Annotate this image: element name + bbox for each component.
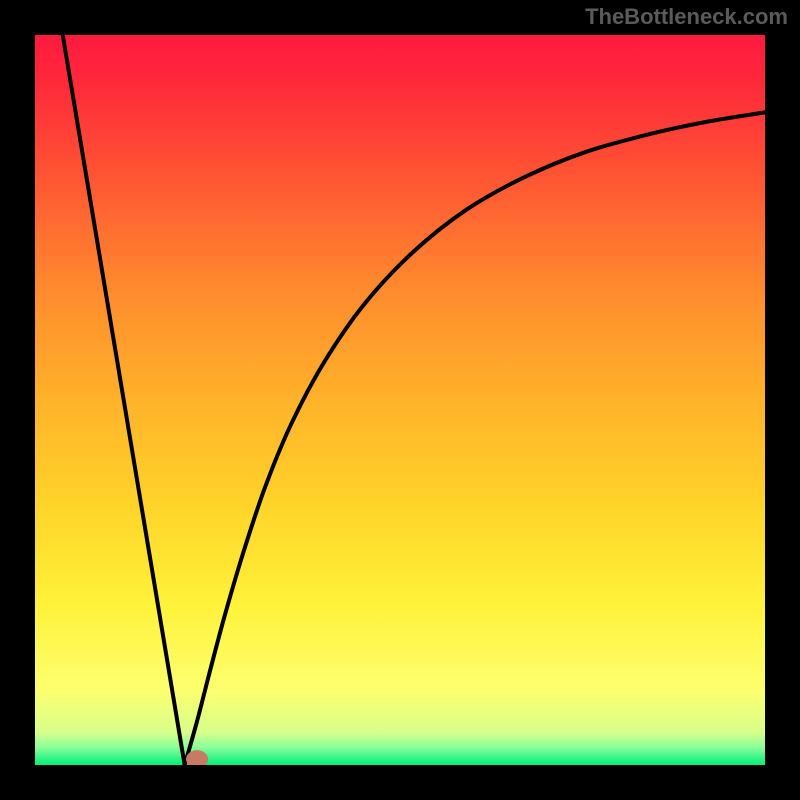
curve-layer (35, 35, 765, 765)
plot-area (35, 35, 765, 765)
watermark-text: TheBottleneck.com (585, 4, 788, 30)
curve-left-segment (63, 35, 185, 765)
chart-container: TheBottleneck.com (0, 0, 800, 800)
curve-right-segment (185, 112, 765, 765)
